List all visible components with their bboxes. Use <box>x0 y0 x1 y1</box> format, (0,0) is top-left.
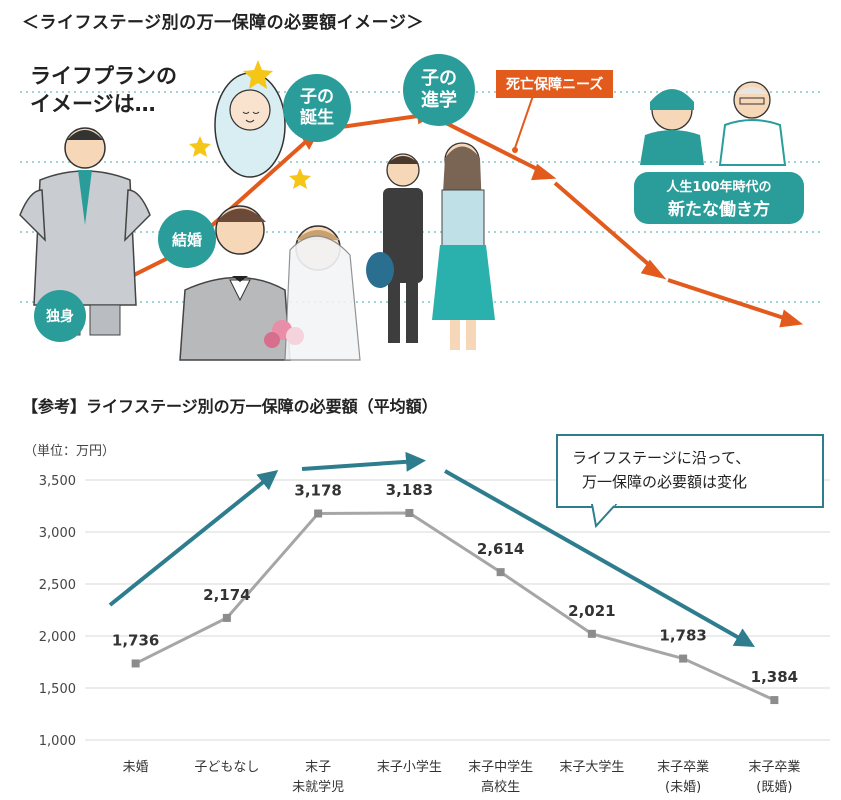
series-line <box>134 511 775 702</box>
x-tick-label: 未婚 <box>123 760 149 775</box>
couple-figure <box>179 205 361 361</box>
grid-lines <box>85 479 830 741</box>
callout-box: ライフステージに沿って、 万一保障の必要額は変化 <box>556 434 824 508</box>
stage-birth: 子の 誕生 <box>283 74 351 142</box>
needs-label-text: 死亡保障ニーズ <box>506 77 604 93</box>
line-chart: 1,000 1,500 2,000 2,500 3,000 3,500 （単位：万円） 1… <box>24 443 830 795</box>
y-tick-label: 2,000 <box>39 630 76 645</box>
data-point <box>405 508 414 517</box>
stage-single: 独身 <box>34 290 86 342</box>
x-tick-label: 末子卒業(既婚) <box>748 759 800 795</box>
students-figure <box>366 142 495 350</box>
x-tick-label: 末子大学生 <box>559 759 624 775</box>
y-tick-label: 3,000 <box>39 526 76 541</box>
data-point <box>770 696 779 705</box>
intro-line-2: イメージは… <box>30 92 156 116</box>
data-label: 1,736 <box>112 631 159 649</box>
data-point <box>131 659 140 668</box>
work-style-box: 人生100年時代の 新たな働き方 <box>634 172 804 224</box>
data-label: 2,021 <box>568 602 615 620</box>
x-tick-label: 末子小学生 <box>377 759 442 775</box>
work-style-line-1: 人生100年時代の <box>666 180 772 195</box>
seniors-figure <box>640 81 787 166</box>
unit-label: （単位：万円） <box>24 443 115 459</box>
trend-arrow <box>108 469 279 607</box>
stage-school: 子の 進学 <box>403 54 475 126</box>
callout-line-1: ライフステージに沿って、 <box>572 449 751 467</box>
y-tick-label: 2,500 <box>39 578 76 593</box>
falling-arrow <box>439 118 804 328</box>
data-series: 1,736 2,174 3,178 3,183 2,614 2,021 1,783 1,384 <box>112 481 798 705</box>
chart-heading: 【参考】ライフステージ別の万一保障の必要額（平均額） <box>22 397 438 416</box>
x-axis-labels: 未婚 子どもなし 末子未就学児 末子小学生 末子中学生高校生 末子大学生 末子卒業(未婚) 末… <box>123 759 801 795</box>
data-label: 3,183 <box>386 481 433 499</box>
x-tick-label: 末子中学生高校生 <box>468 759 533 795</box>
x-tick-label: 末子卒業(未婚) <box>657 759 709 795</box>
data-label: 1,384 <box>751 668 798 686</box>
y-tick-label: 3,500 <box>39 474 76 489</box>
intro-line-1: ライフプランの <box>30 64 177 88</box>
y-tick-label: 1,500 <box>39 682 76 697</box>
x-tick-label: 子どもなし <box>194 760 259 775</box>
data-point <box>222 613 231 622</box>
trend-arrow <box>444 469 755 647</box>
stage-birth-line-1: 子の <box>300 87 334 107</box>
y-tick-label: 1,000 <box>39 734 76 749</box>
baby-figure <box>214 72 286 178</box>
stage-school-line-1: 子の <box>421 68 457 89</box>
data-point <box>587 629 596 638</box>
life-plan-illustration <box>19 60 820 361</box>
data-label: 1,783 <box>659 627 706 645</box>
data-label: 3,178 <box>294 481 341 499</box>
data-label: 2,614 <box>477 540 524 558</box>
needs-pointer <box>514 89 536 149</box>
page-heading: ＜ライフステージ別の万一保障の必要額イメージ＞ <box>22 13 424 33</box>
stage-marriage: 結婚 <box>158 210 216 268</box>
stage-single-label: 独身 <box>46 309 74 325</box>
star-icons <box>189 60 311 189</box>
callout-line-2: 万一保障の必要額は変化 <box>582 473 748 491</box>
trend-arrow <box>301 451 426 472</box>
stage-birth-line-2: 誕生 <box>300 108 334 128</box>
stage-marriage-label: 結婚 <box>171 230 202 249</box>
data-point <box>314 509 323 518</box>
death-benefit-needs-label: 死亡保障ニーズ <box>496 70 614 98</box>
data-point <box>496 568 505 577</box>
work-style-line-2: 新たな働き方 <box>668 200 770 220</box>
data-label: 2,174 <box>203 586 250 604</box>
stage-school-line-2: 進学 <box>421 90 457 111</box>
x-tick-label: 末子未就学児 <box>292 760 344 795</box>
intro-text: ライフプランの イメージは… <box>30 62 177 118</box>
trend-arrows <box>108 451 755 647</box>
callout-tail <box>590 504 618 528</box>
data-point <box>679 654 688 663</box>
y-axis-ticks: 1,000 1,500 2,000 2,500 3,000 3,500 <box>39 474 76 749</box>
